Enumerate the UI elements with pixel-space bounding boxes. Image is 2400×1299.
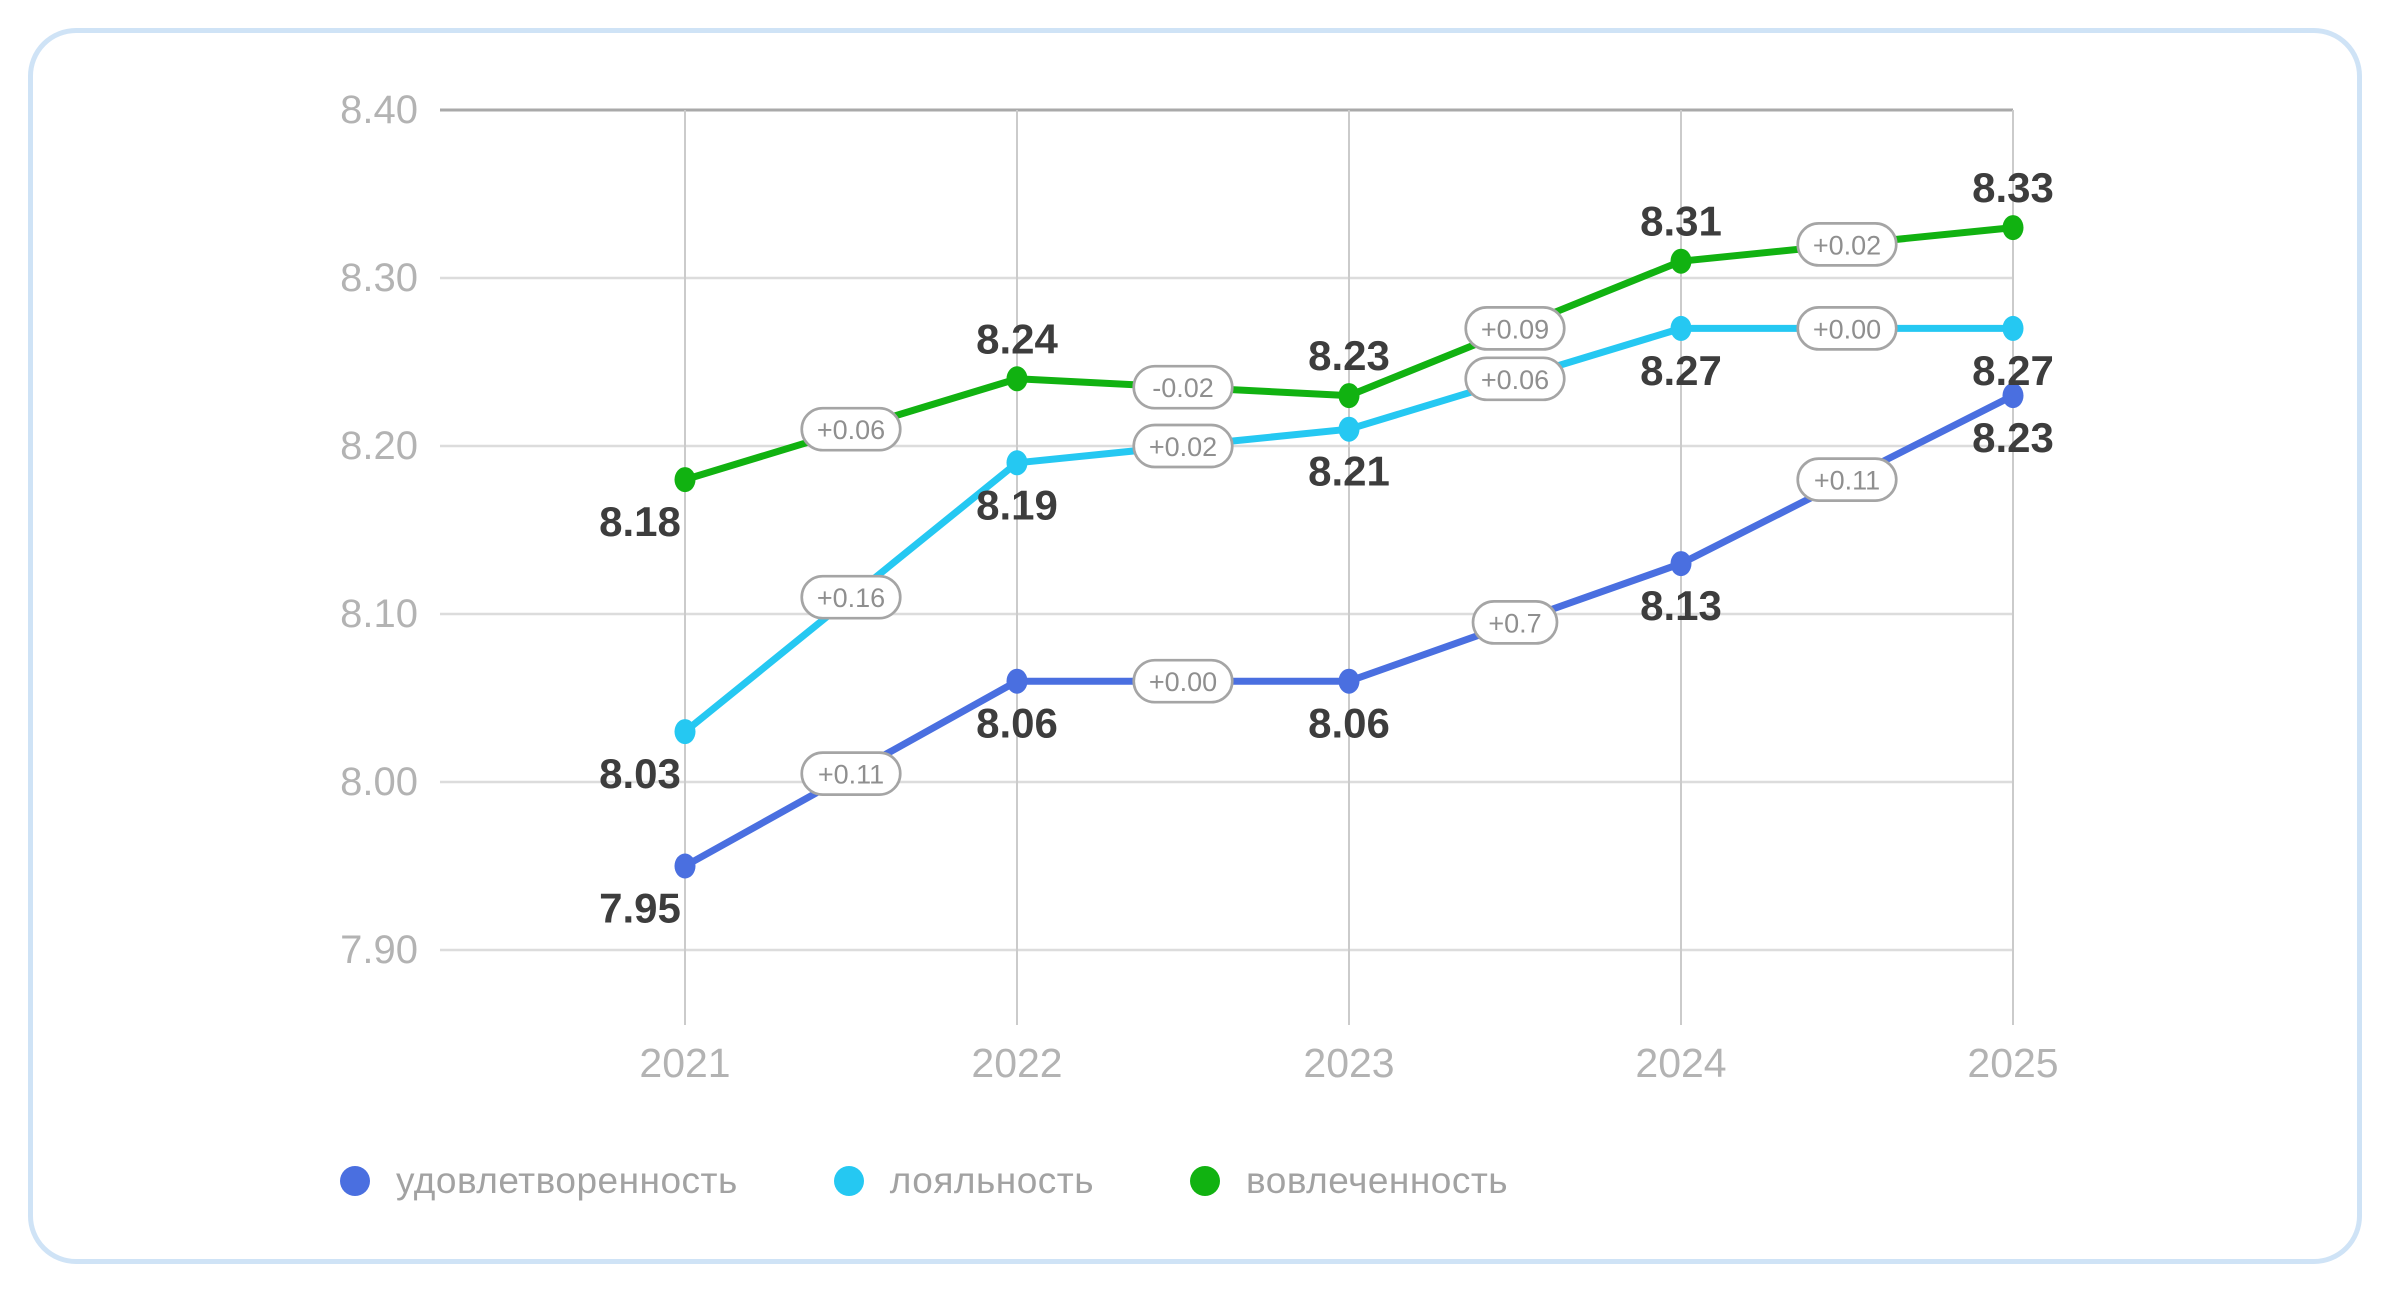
data-point	[1670, 248, 1692, 274]
data-point	[2002, 315, 2024, 341]
delta-badge-pill	[1796, 222, 1898, 267]
point-value-label: 8.03	[599, 750, 681, 797]
delta-badge: -0.02	[1132, 364, 1234, 410]
delta-badge-label: +0.00	[1149, 667, 1217, 697]
y-tick-label: 8.00	[340, 760, 418, 804]
data-point	[1670, 315, 1692, 341]
delta-badge-label: +0.02	[1149, 432, 1217, 462]
delta-badge: +0.00	[1132, 658, 1234, 704]
point-value-label: 8.19	[976, 481, 1058, 528]
legend-item-engagement[interactable]: вовлеченность	[1190, 1160, 1508, 1202]
point-value-label: 8.18	[599, 498, 681, 545]
legend-dot-satisfaction-icon	[340, 1166, 370, 1196]
legend-item-loyalty[interactable]: лояльность	[833, 1160, 1094, 1202]
data-point	[1338, 383, 1360, 409]
delta-badge: +0.06	[1464, 356, 1566, 402]
delta-badge: +0.7	[1471, 600, 1559, 645]
delta-badge-pill	[1796, 457, 1898, 502]
delta-badge-pill	[1464, 356, 1566, 402]
delta-badge: +0.00	[1796, 306, 1898, 351]
y-tick-label: 8.40	[340, 88, 418, 132]
delta-badge-label: +0.7	[1488, 608, 1541, 638]
x-tick-label: 2021	[639, 1040, 730, 1086]
y-tick-label: 7.90	[340, 928, 418, 972]
legend-label-engagement: вовлеченность	[1246, 1160, 1509, 1201]
delta-badge-pill	[1132, 658, 1234, 704]
x-tick-label: 2023	[1303, 1040, 1394, 1086]
legend-dot-loyalty-icon	[833, 1166, 864, 1196]
delta-badge: +0.09	[1464, 306, 1566, 351]
delta-badge-pill	[1464, 306, 1566, 351]
delta-badge-label: -0.02	[1152, 373, 1214, 403]
delta-badge-label: +0.06	[1481, 365, 1549, 395]
delta-badge: +0.16	[800, 574, 902, 620]
point-value-label: 8.27	[1640, 347, 1722, 394]
chart-legend: удовлетворенность лояльность вовлеченнос…	[340, 1160, 1508, 1202]
delta-badge-label: +0.02	[1813, 230, 1881, 260]
y-tick-label: 8.10	[340, 592, 418, 636]
delta-badge-label: +0.06	[817, 415, 885, 445]
delta-badge-pill	[1471, 600, 1559, 645]
delta-badge: +0.02	[1132, 423, 1234, 469]
data-point	[674, 853, 696, 879]
delta-badge-label: +0.11	[818, 760, 884, 790]
data-point	[674, 467, 696, 493]
data-point	[1006, 450, 1028, 476]
legend-label-satisfaction: удовлетворенность	[396, 1160, 738, 1201]
point-value-label: 8.27	[1972, 347, 2054, 394]
point-value-label: 8.31	[1640, 198, 1722, 245]
point-value-label: 8.24	[976, 315, 1058, 362]
x-tick-label: 2025	[1967, 1040, 2058, 1086]
point-value-label: 8.23	[1308, 332, 1390, 379]
y-tick-label: 8.20	[340, 424, 418, 468]
delta-badge: +0.06	[800, 406, 902, 452]
delta-badge-pill	[800, 574, 902, 620]
point-value-label: 7.95	[599, 885, 681, 932]
delta-badge: +0.11	[1796, 457, 1898, 502]
y-tick-label: 8.30	[340, 256, 418, 300]
delta-badge: +0.11	[800, 751, 902, 796]
point-value-label: 8.06	[1308, 700, 1390, 747]
delta-badge: +0.02	[1796, 222, 1898, 267]
delta-badge-label: +0.11	[1814, 466, 1880, 496]
delta-badge-pill	[800, 406, 902, 452]
delta-badge-pill	[1132, 423, 1234, 469]
point-value-label: 8.06	[976, 700, 1058, 747]
legend-item-satisfaction[interactable]: удовлетворенность	[340, 1160, 738, 1202]
delta-badge-label: +0.16	[817, 583, 885, 613]
data-point	[2002, 215, 2024, 241]
point-value-label: 8.13	[1640, 582, 1722, 629]
data-point	[1006, 668, 1028, 694]
delta-badge-label: +0.00	[1813, 314, 1881, 344]
delta-badge-pill	[800, 751, 902, 796]
x-tick-label: 2024	[1635, 1040, 1726, 1086]
legend-label-loyalty: лояльность	[889, 1160, 1094, 1201]
data-point	[1338, 668, 1360, 694]
data-point	[2002, 383, 2024, 409]
data-point	[1006, 366, 1028, 392]
point-value-label: 8.23	[1972, 414, 2054, 461]
legend-dot-engagement-icon	[1190, 1166, 1220, 1196]
data-point	[1338, 416, 1360, 442]
data-point	[674, 719, 696, 745]
point-value-label: 8.33	[1972, 164, 2054, 211]
delta-badge-label: +0.09	[1481, 314, 1549, 344]
delta-badge-pill	[1132, 364, 1234, 410]
x-tick-label: 2022	[971, 1040, 1062, 1086]
point-value-label: 8.21	[1308, 448, 1390, 495]
data-point	[1670, 551, 1692, 577]
delta-badge-pill	[1796, 306, 1898, 351]
